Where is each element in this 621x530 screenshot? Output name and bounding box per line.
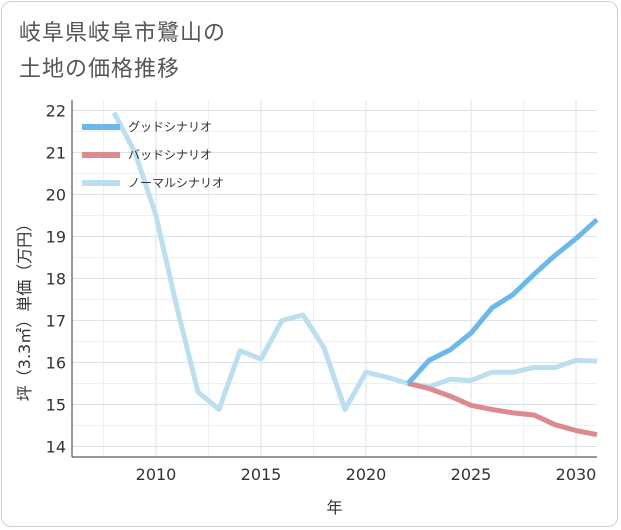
y-tick-label: 17 (46, 312, 66, 331)
legend-label: ノーマルシナリオ (128, 176, 224, 190)
y-tick-label: 22 (46, 102, 66, 121)
y-tick-label: 20 (46, 186, 66, 205)
series-lines (111, 111, 599, 438)
y-tick-label: 15 (46, 396, 66, 415)
series-line-normal (111, 111, 598, 412)
x-tick-label: 2025 (451, 465, 492, 484)
series-line-bad (407, 381, 598, 438)
y-tick-label: 19 (46, 228, 66, 247)
x-tick-label: 2020 (346, 465, 387, 484)
x-tick-label: 2015 (241, 465, 282, 484)
legend-item-good: グッドシナリオ (82, 120, 212, 134)
plot-frame (71, 100, 597, 458)
chart-title: 岐阜県岐阜市鷺山の 土地の価格推移 (19, 16, 419, 88)
chart-title-line-2: 土地の価格推移 (19, 57, 181, 82)
y-axis-title: 坪（3.3㎡）単価（万円） (15, 216, 34, 401)
y-tick-label: 21 (46, 144, 66, 163)
series-line-good (406, 217, 599, 386)
x-tick-label: 2010 (136, 465, 177, 484)
chart-title-line-1: 岐阜県岐阜市鷺山の (19, 21, 227, 46)
legend-label: グッドシナリオ (128, 120, 212, 134)
y-tick-label: 18 (46, 270, 66, 289)
y-tick-label: 14 (46, 438, 66, 457)
x-tick-labels: 2010 2015 2020 2025 2030 (136, 465, 597, 484)
x-tick-label: 2030 (556, 465, 597, 484)
legend-label: バッドシナリオ (128, 148, 212, 162)
y-tick-labels: 14 15 16 17 18 19 20 21 22 (46, 102, 66, 457)
legend-item-normal: ノーマルシナリオ (82, 176, 224, 190)
x-axis-title: 年 (326, 498, 342, 517)
y-tick-label: 16 (46, 354, 66, 373)
legend-item-bad: バッドシナリオ (82, 148, 212, 162)
